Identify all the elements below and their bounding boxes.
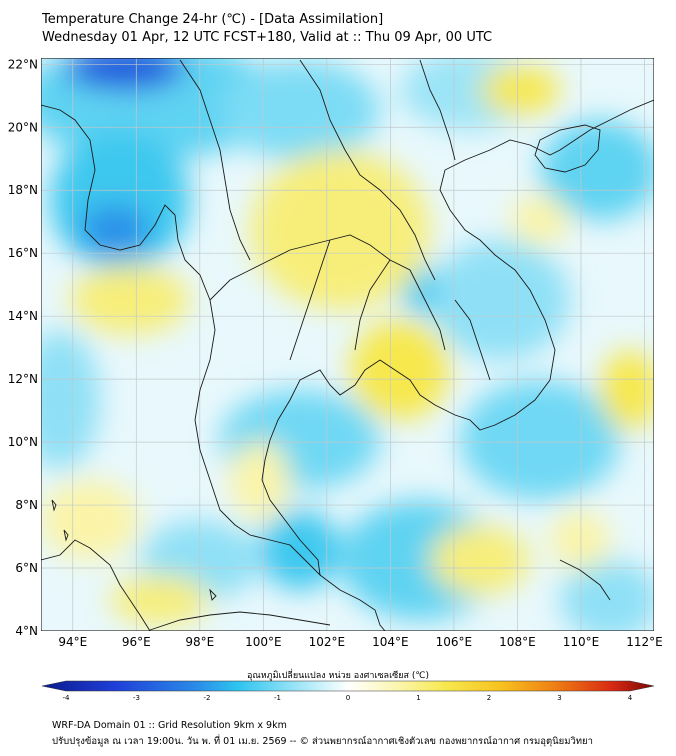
longitude-label: 106°E: [436, 635, 473, 649]
map-subtitle: Wednesday 01 Apr, 12 UTC FCST+180, Valid…: [42, 30, 493, 45]
footer-credit: ปรับปรุงข้อมูล ณ เวลา 19:00น. วัน พ. ที่…: [52, 736, 593, 747]
colorbar-tick-label: -4: [63, 694, 71, 702]
longitude-label: 110°E: [563, 635, 600, 649]
latitude-label: 10°N: [8, 435, 38, 449]
map-title: Temperature Change 24-hr (℃) - [Data Ass…: [42, 12, 384, 27]
latitude-label: 6°N: [15, 561, 38, 575]
colorbar-tick-label: 1: [416, 694, 420, 702]
longitude-label: 100°E: [245, 635, 282, 649]
latitude-label: 14°N: [8, 309, 38, 323]
colorbar-tick-label: 4: [628, 694, 633, 702]
latitude-label: 16°N: [8, 246, 38, 260]
latitude-label: 8°N: [15, 498, 38, 512]
latitude-axis-labels: 4°N 6°N 8°N 10°N 12°N 14°N 16°N 18°N 20°N 22°N: [8, 57, 38, 638]
latitude-label: 18°N: [8, 183, 38, 197]
colorbar: -4 -3 -2 -1 0 1 2 3 4: [41, 680, 655, 702]
colorbar-tick-label: -3: [133, 694, 140, 702]
longitude-label: 112°E: [626, 635, 663, 649]
latitude-label: 22°N: [8, 57, 38, 71]
longitude-label: 104°E: [372, 635, 409, 649]
longitude-label: 108°E: [499, 635, 536, 649]
latitude-label: 4°N: [15, 624, 38, 638]
longitude-label: 98°E: [185, 635, 214, 649]
latitude-label: 20°N: [8, 120, 38, 134]
colorbar-gradient: [41, 680, 655, 692]
colorbar-tick-label: -1: [274, 694, 281, 702]
latitude-label: 12°N: [8, 372, 38, 386]
coastline-borders: [41, 59, 654, 631]
footer-domain-info: WRF-DA Domain 01 :: Grid Resolution 9km …: [52, 720, 287, 731]
temperature-field: [41, 58, 654, 631]
colorbar-tick-labels: -4 -3 -2 -1 0 1 2 3 4: [63, 694, 633, 702]
longitude-axis-labels: 94°E 96°E 98°E 100°E 102°E 104°E 106°E 108°E 110…: [58, 635, 662, 649]
colorbar-tick-label: 2: [487, 694, 491, 702]
colorbar-title: อุณหภูมิเปลี่ยนแปลง หน่วย องศาเซลเซียส (…: [246, 671, 430, 681]
colorbar-tick-label: 0: [346, 694, 350, 702]
longitude-label: 102°E: [309, 635, 346, 649]
longitude-label: 96°E: [122, 635, 151, 649]
longitude-label: 94°E: [58, 635, 87, 649]
graticule: [41, 58, 654, 631]
colorbar-tick-label: 3: [557, 694, 561, 702]
colorbar-tick-label: -2: [204, 694, 211, 702]
